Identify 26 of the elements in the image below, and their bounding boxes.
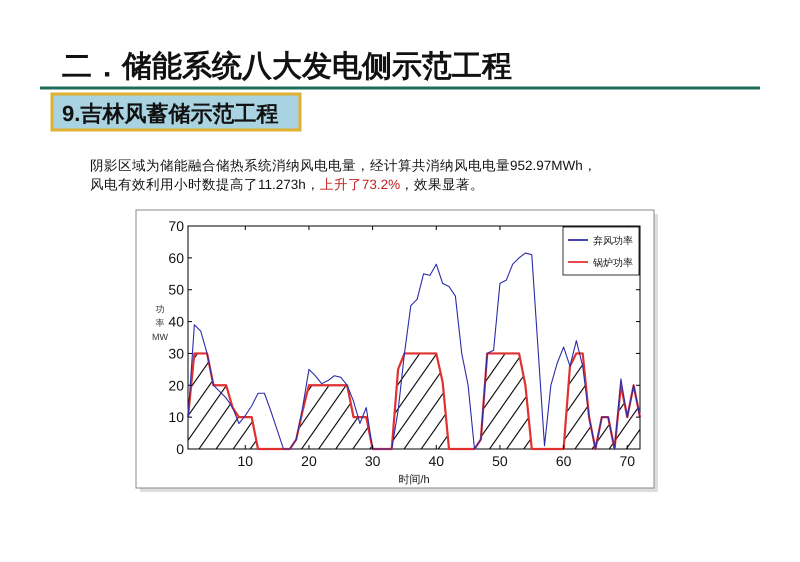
y-tick-label: 10 [168,409,184,426]
x-axis-title: 时间/h [398,473,430,486]
x-tick-label: 30 [364,453,381,469]
x-tick-label: 50 [492,453,508,469]
y-tick-label: 40 [168,314,184,330]
text: 上升了73.2% [320,177,400,192]
chart-title: 二．储能系统八大发电侧示范工程 [62,50,512,83]
x-tick-label: 40 [428,453,444,469]
y-tick-label: 60 [168,250,184,266]
chart-subtitle: 9.吉林风蓄储示范工程 [62,101,278,126]
x-tick-label: 10 [238,453,254,469]
line-series [187,252,641,450]
y-tick-label: 30 [168,345,184,362]
y-tick-label: 70 [168,218,184,234]
x-tick-label: 20 [301,453,317,469]
y-tick-label: 20 [168,377,184,394]
y-tick-label: 50 [168,282,184,298]
y-axis-title: 功率MW [152,304,168,342]
y-tick-label: 0 [176,441,184,457]
legend-label: 弃风功率 [593,235,633,247]
text: 阴影区域为储能融合储热系统消纳风电电量，经计算共消纳风电电量952.97MWh， [90,158,597,173]
text: ，效果显著。 [400,177,484,192]
x-tick-label: 70 [619,453,636,469]
x-tick-label: 60 [556,453,572,469]
text: 风电有效利用小时数提高了11.273h， [90,177,320,192]
legend-label: 锅炉功率 [592,257,633,269]
